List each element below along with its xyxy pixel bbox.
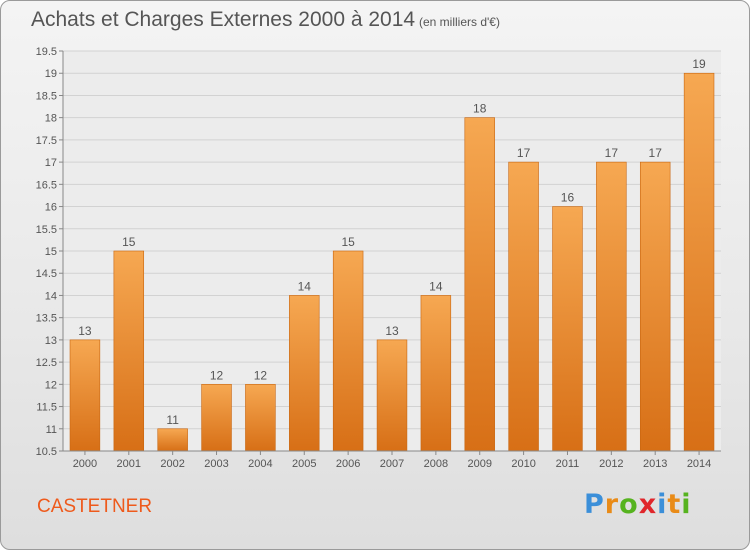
x-tick-label: 2001 xyxy=(117,458,141,470)
x-tick-label: 2012 xyxy=(599,458,623,470)
bar xyxy=(464,117,495,452)
data-label: 19 xyxy=(692,57,706,71)
x-tick-label: 2008 xyxy=(424,458,448,470)
y-tick-label: 12 xyxy=(45,379,57,391)
data-label: 13 xyxy=(78,324,92,338)
chart-title: Achats et Charges Externes 2000 à 2014 xyxy=(31,8,416,31)
data-label: 12 xyxy=(254,368,268,382)
logo-letter: P xyxy=(584,489,605,520)
bar xyxy=(289,295,320,452)
data-label: 17 xyxy=(649,146,663,160)
bar xyxy=(596,161,627,452)
x-tick-label: 2000 xyxy=(73,458,97,470)
y-tick-label: 11 xyxy=(46,424,57,436)
y-tick-label: 16.5 xyxy=(36,179,57,191)
data-label: 12 xyxy=(210,368,224,382)
x-tick-label: 2003 xyxy=(204,458,228,470)
data-label: 14 xyxy=(298,279,312,293)
bar xyxy=(639,161,671,452)
x-tick-label: 2004 xyxy=(248,458,272,470)
y-tick-label: 12.5 xyxy=(36,357,57,369)
data-label: 17 xyxy=(517,146,531,160)
y-tick-label: 14.5 xyxy=(36,268,57,280)
logo-letter: i xyxy=(657,489,668,520)
chart-subtitle: (en milliers d'€) xyxy=(419,15,500,29)
bar xyxy=(69,339,101,452)
y-tick-label: 13 xyxy=(45,335,57,347)
y-tick-label: 18.5 xyxy=(36,90,57,102)
logo-letter: t xyxy=(667,489,682,520)
x-tick-label: 2013 xyxy=(643,458,667,470)
data-label: 11 xyxy=(166,413,179,427)
bar xyxy=(420,295,452,452)
proxiti-logo: Proxiti xyxy=(584,489,692,520)
data-label: 17 xyxy=(605,146,619,160)
bar xyxy=(376,339,408,452)
bar xyxy=(508,161,539,452)
logo-letter: o xyxy=(619,489,639,520)
bar xyxy=(245,384,276,452)
y-tick-label: 17 xyxy=(45,157,57,169)
y-tick-label: 19.5 xyxy=(36,46,57,58)
x-tick-label: 2007 xyxy=(380,458,404,470)
x-tick-label: 2014 xyxy=(687,458,711,470)
y-tick-label: 16 xyxy=(45,202,57,214)
y-tick-label: 15 xyxy=(45,246,57,258)
bar xyxy=(113,250,145,452)
data-label: 16 xyxy=(561,191,575,205)
bar xyxy=(157,428,188,452)
bar xyxy=(683,72,715,452)
bar xyxy=(332,250,364,452)
x-tick-label: 2010 xyxy=(511,458,535,470)
logo-letter: x xyxy=(638,489,658,520)
logo-letter: i xyxy=(681,489,692,520)
y-tick-label: 13.5 xyxy=(36,313,57,325)
data-label: 15 xyxy=(341,235,355,249)
x-tick-label: 2009 xyxy=(467,458,491,470)
y-tick-label: 10.5 xyxy=(36,446,57,458)
data-label: 18 xyxy=(473,102,487,116)
bar xyxy=(201,384,232,452)
x-tick-label: 2011 xyxy=(556,458,580,470)
data-label: 14 xyxy=(429,279,443,293)
data-label: 15 xyxy=(122,235,136,249)
bar xyxy=(552,206,583,452)
y-tick-label: 14 xyxy=(45,290,57,302)
x-tick-label: 2006 xyxy=(336,458,360,470)
logo-letter: r xyxy=(604,489,620,520)
y-tick-label: 15.5 xyxy=(36,224,57,236)
data-label: 13 xyxy=(385,324,399,338)
y-tick-label: 18 xyxy=(45,113,57,125)
y-tick-label: 17.5 xyxy=(36,135,57,147)
y-tick-label: 11.5 xyxy=(36,402,57,414)
y-tick-label: 19 xyxy=(45,68,57,80)
commune-name: CASTETNER xyxy=(37,496,153,517)
x-tick-label: 2005 xyxy=(292,458,316,470)
x-tick-label: 2002 xyxy=(160,458,184,470)
